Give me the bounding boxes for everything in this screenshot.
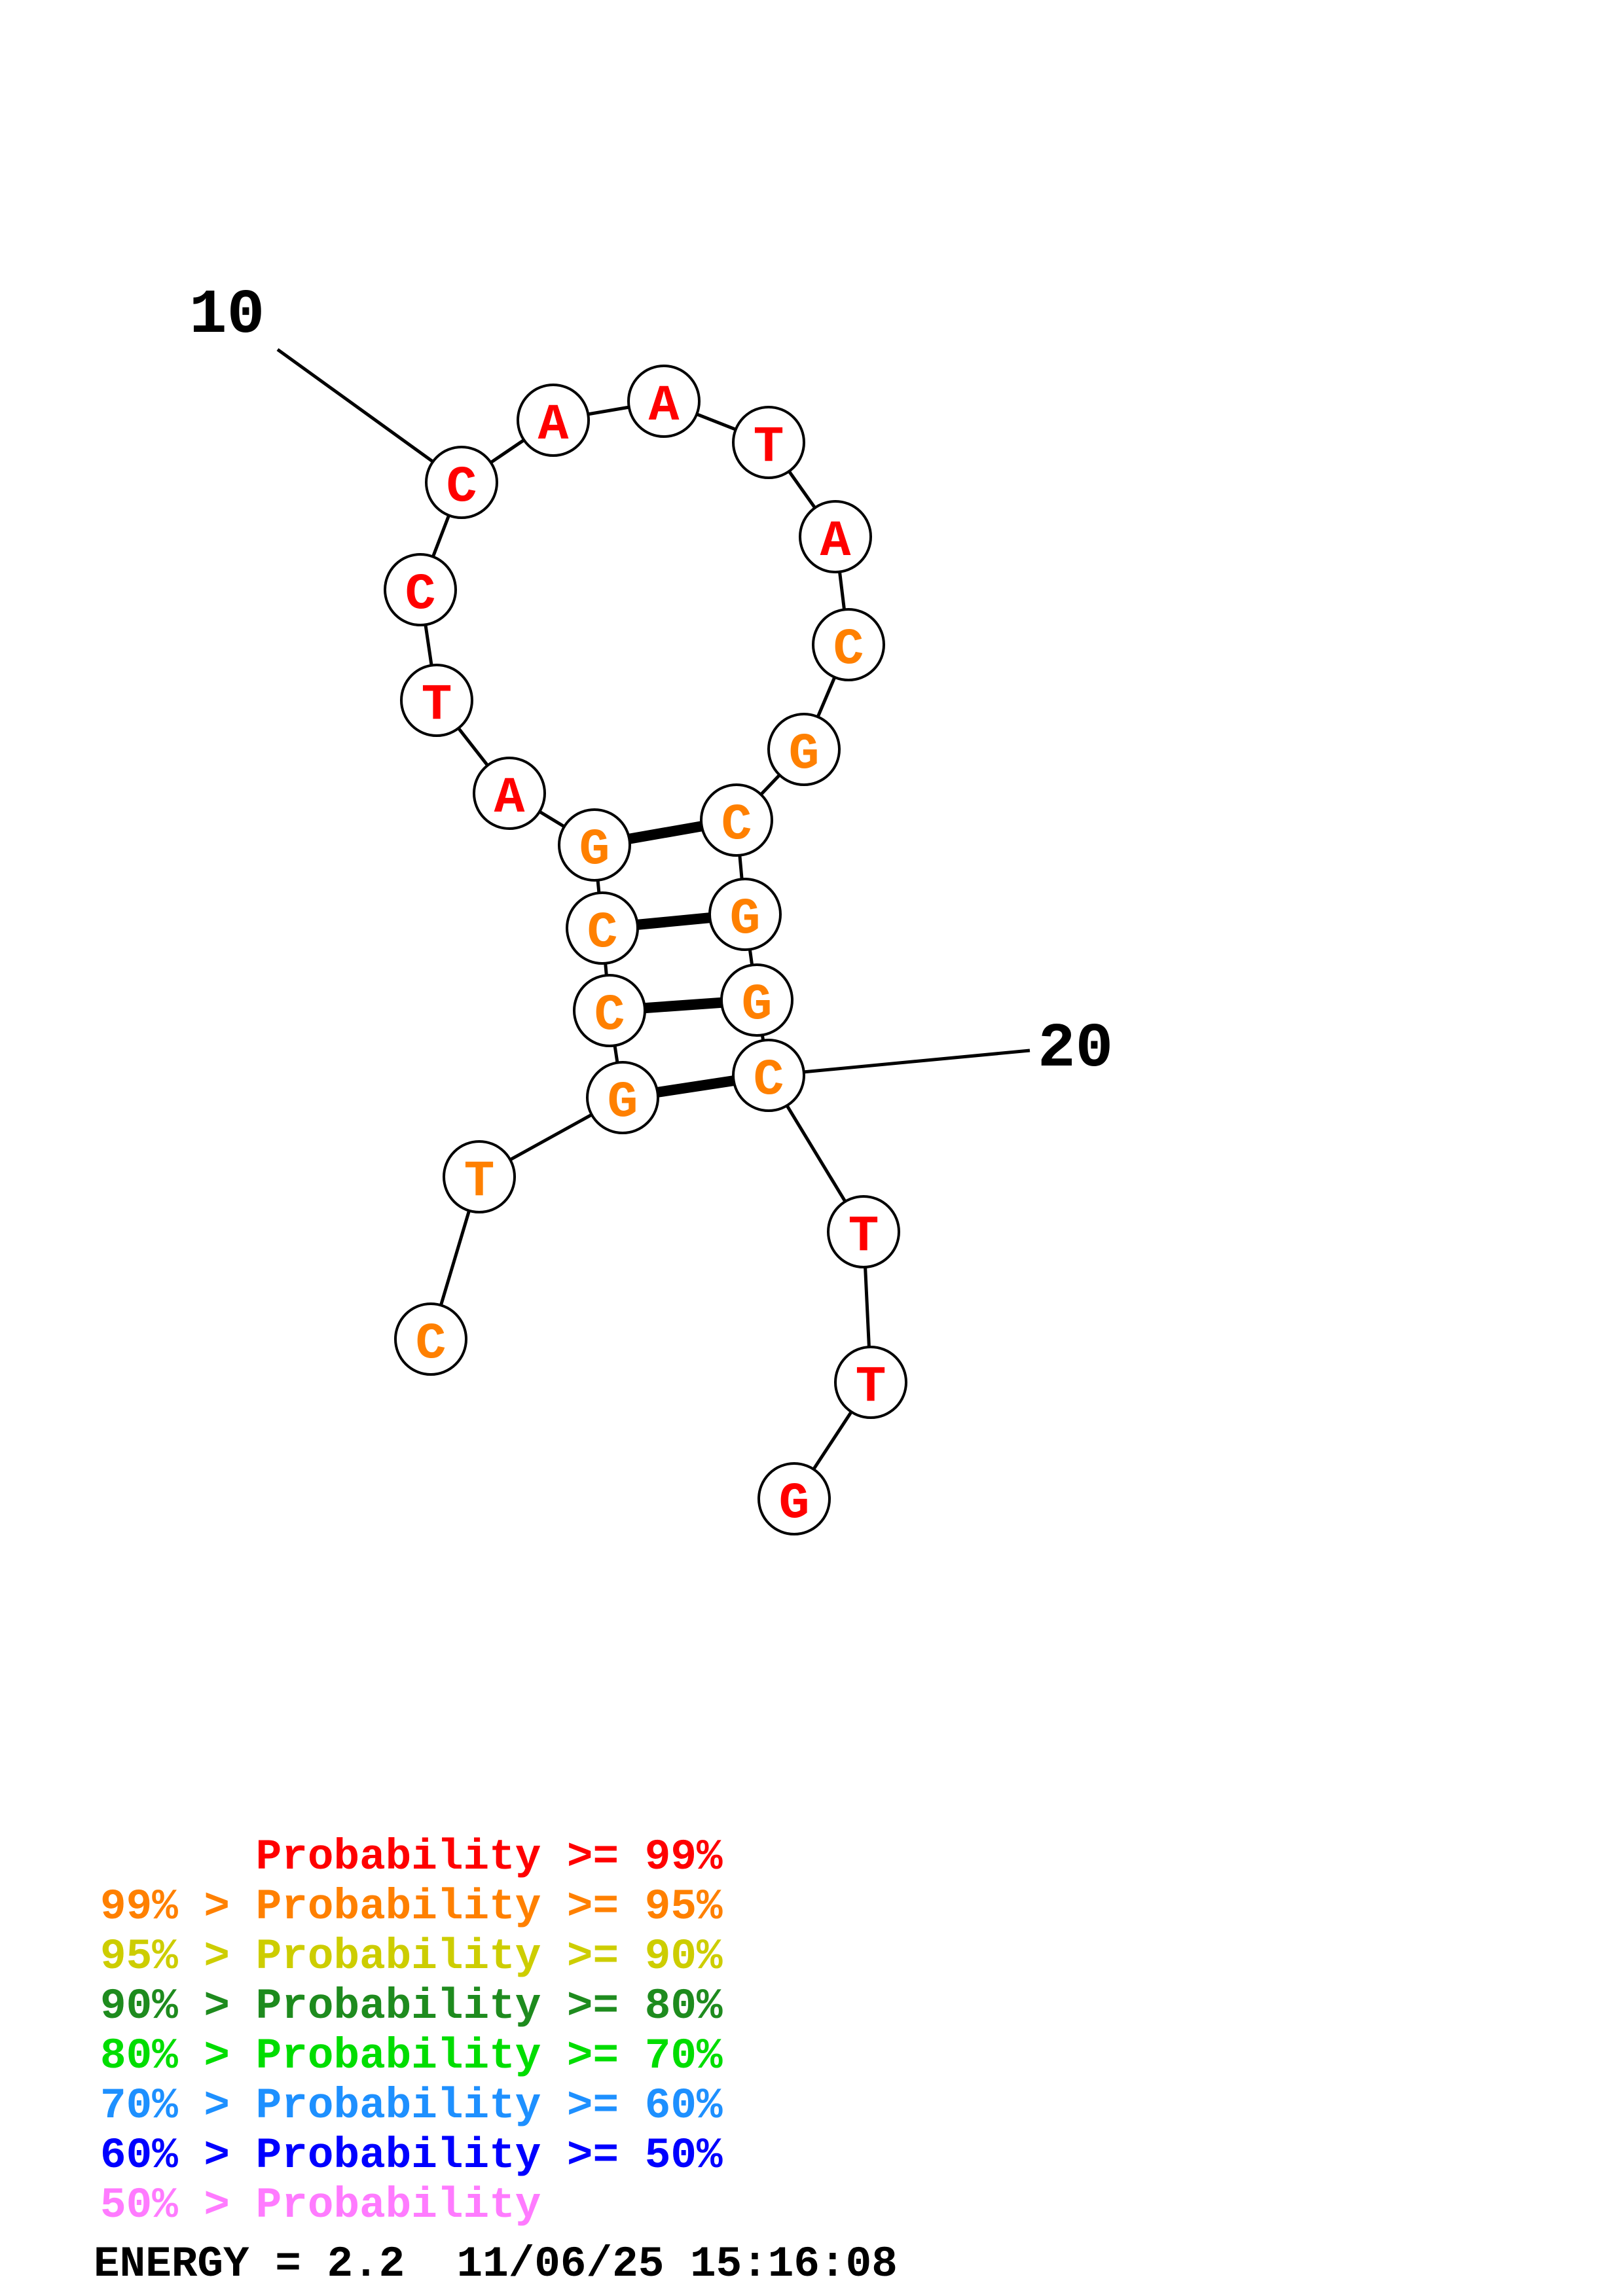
- nucleotide-circle: [834, 1346, 907, 1419]
- nucleotide-letter: T: [422, 677, 452, 734]
- nucleotide-letter: A: [538, 397, 569, 454]
- nucleotide-letter: C: [594, 987, 625, 1045]
- nucleotide-circle: [400, 664, 473, 737]
- nucleotide-letter: T: [754, 419, 784, 476]
- legend-line: 60% > Probability >= 50%: [100, 2131, 723, 2180]
- nucleotide-circle: [517, 384, 590, 457]
- nucleotide-letter: A: [820, 513, 851, 571]
- nucleotide-circle: [558, 808, 631, 882]
- nucleotide-circle: [708, 878, 782, 951]
- legend-line: 99% > Probability >= 95%: [100, 1882, 723, 1931]
- nucleotide-letter: T: [848, 1208, 879, 1266]
- nucleotide-circle: [443, 1140, 516, 1213]
- nucleotide-circle: [732, 1039, 805, 1112]
- nucleotide-circle: [573, 974, 646, 1047]
- legend-line: 90% > Probability >= 80%: [100, 1982, 723, 2031]
- nucleotide-letter: C: [405, 566, 436, 624]
- nucleotide-circle: [799, 500, 872, 573]
- nucleotide-letter: A: [494, 770, 525, 827]
- nucleotide-letter: T: [464, 1153, 495, 1211]
- nucleotide-circle: [767, 713, 841, 786]
- nucleotide-letter: C: [833, 621, 864, 679]
- nucleotide-letter: C: [587, 905, 618, 962]
- nucleotide-letter: G: [608, 1074, 638, 1132]
- sequence-number-label: 20: [1038, 1013, 1113, 1085]
- nucleotide-letter: C: [754, 1052, 784, 1109]
- legend-line: 50% > Probability: [100, 2181, 541, 2230]
- nucleotide-letter: C: [721, 797, 752, 854]
- nucleotide-circle: [812, 608, 885, 681]
- nucleotide-circle: [720, 963, 793, 1037]
- legend-line: 80% > Probability >= 70%: [100, 2032, 723, 2081]
- legend-line: Probability >= 99%: [100, 1833, 723, 1882]
- nucleotide-circle: [827, 1195, 900, 1268]
- nucleotide-circle: [586, 1061, 659, 1134]
- sequence-number-label: 10: [189, 279, 264, 351]
- nucleotide-letter: G: [779, 1475, 810, 1533]
- nucleotide-letter: A: [649, 378, 680, 435]
- nucleotide-letter: C: [416, 1316, 447, 1373]
- legend-line: 95% > Probability >= 90%: [100, 1932, 723, 1981]
- label-leader-line: [276, 348, 463, 484]
- nucleotide-letter: T: [856, 1359, 886, 1416]
- nucleotide-letter: G: [789, 726, 820, 783]
- nucleotide-letter: G: [730, 891, 761, 948]
- nucleotide-circle: [473, 757, 546, 830]
- nucleotide-letter: G: [742, 977, 773, 1034]
- nucleotide-circle: [627, 365, 701, 438]
- nucleotide-circle: [757, 1462, 831, 1535]
- label-leader-line: [768, 1049, 1030, 1077]
- nucleotide-circle: [566, 891, 639, 965]
- nucleotide-circle: [384, 553, 457, 626]
- nucleotide-circle: [394, 1302, 467, 1376]
- energy-line: ENERGY = 2.2 11/06/25 15:16:08: [94, 2240, 898, 2289]
- nucleotide-circle: [425, 446, 498, 519]
- nucleotide-letter: G: [579, 821, 610, 879]
- legend-line: 70% > Probability >= 60%: [100, 2081, 723, 2130]
- nucleotide-letter: C: [447, 459, 477, 516]
- probability-legend: Probability >= 99% 99% > Probability >= 9…: [100, 1833, 723, 2231]
- nucleotide-circle: [700, 783, 773, 857]
- nucleotide-circle: [732, 406, 805, 479]
